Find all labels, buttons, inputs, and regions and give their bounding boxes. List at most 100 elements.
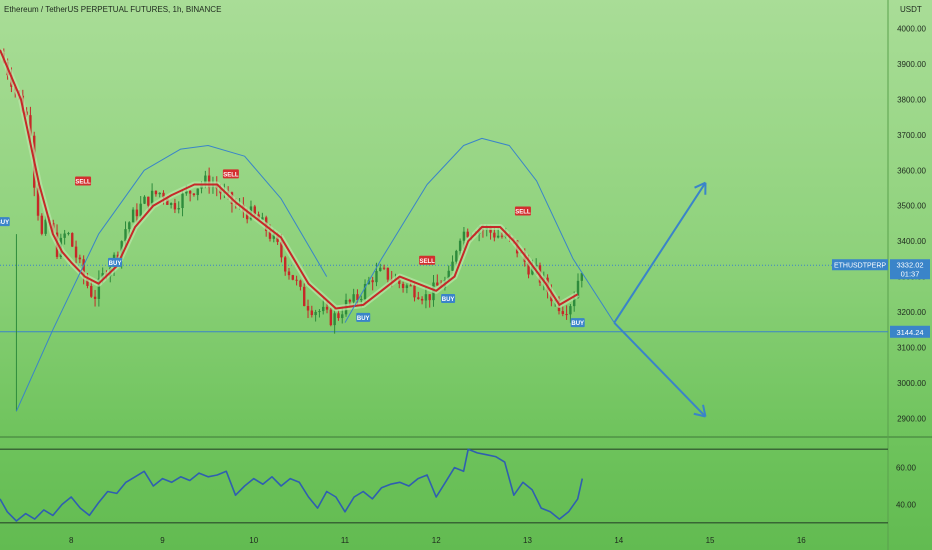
- price-tick-label: 2900.00: [897, 414, 926, 423]
- candle-body: [489, 227, 492, 233]
- candle-body: [322, 306, 325, 312]
- time-tick-label: 10: [249, 536, 258, 545]
- candle-body: [424, 294, 428, 301]
- candle-body: [291, 275, 295, 280]
- candle-body: [527, 261, 530, 275]
- candle-body: [93, 296, 97, 299]
- candle-body: [417, 297, 420, 299]
- signal-text: BUY: [357, 316, 370, 322]
- signal-tag: [441, 294, 456, 304]
- candle-body: [314, 311, 317, 316]
- candle-body: [462, 231, 466, 241]
- candle-body: [325, 306, 329, 310]
- candle-body: [261, 217, 264, 220]
- candle-body: [97, 278, 101, 299]
- time-tick-label: 8: [69, 536, 74, 545]
- time-tick-label: 13: [523, 536, 532, 545]
- candle-body: [405, 285, 409, 289]
- candle-body: [162, 192, 165, 198]
- scenario-arrow-line: [613, 321, 707, 418]
- candle-body: [360, 299, 363, 301]
- rsi-line: [0, 448, 584, 522]
- signal-text: SELL: [75, 179, 91, 185]
- projection-arc: [15, 145, 328, 412]
- price-tick-label: 3900.00: [897, 60, 926, 69]
- candle-body: [561, 311, 564, 315]
- time-tick-label: 9: [160, 536, 165, 545]
- candle-body: [253, 206, 256, 215]
- candle-body: [356, 294, 359, 301]
- candle-body: [466, 231, 469, 238]
- price-tick-label: 3100.00: [897, 343, 926, 352]
- candle-body: [173, 203, 177, 210]
- candle-body: [154, 190, 158, 195]
- candle-body: [318, 311, 321, 313]
- candle-body: [496, 235, 500, 238]
- candle-body: [363, 284, 367, 300]
- signal-text: BUY: [0, 220, 9, 226]
- time-tick-label: 11: [341, 536, 350, 545]
- price-tick-label: 3800.00: [897, 95, 926, 104]
- candle-body: [204, 175, 207, 185]
- candle-body: [150, 190, 154, 206]
- currency-label: USDT: [900, 5, 922, 14]
- candle-body: [401, 283, 405, 289]
- scenario-arrow-head: [693, 412, 706, 418]
- candle-body: [303, 286, 306, 307]
- signal-tag: [75, 176, 92, 186]
- signal-tag: [0, 217, 10, 227]
- candle-body: [177, 208, 180, 210]
- candle-body: [78, 257, 82, 260]
- price-tick-label: 3000.00: [897, 379, 926, 388]
- candle-body: [128, 222, 131, 230]
- candle-body: [371, 280, 374, 283]
- scenario-arrow-line: [613, 182, 707, 324]
- candle-body: [71, 233, 74, 247]
- candle-body: [451, 261, 454, 271]
- candle-body: [348, 299, 352, 302]
- candle-body: [565, 314, 568, 316]
- projection-arc: [344, 137, 615, 323]
- candle-body: [139, 203, 142, 217]
- candle-body: [447, 270, 450, 281]
- time-tick-label: 15: [706, 536, 715, 545]
- candle-body: [386, 267, 390, 280]
- signal-tag: [222, 169, 239, 179]
- candle-body: [367, 280, 371, 285]
- candle-body: [44, 219, 47, 234]
- signal-tag: [419, 255, 436, 265]
- candle-body: [329, 309, 333, 326]
- candle-body: [455, 250, 458, 262]
- candle-body: [379, 267, 382, 271]
- bar-countdown: 01:37: [901, 269, 920, 278]
- signal-tag: [570, 318, 585, 328]
- candle-body: [169, 203, 173, 205]
- rsi-tick-label: 60.00: [896, 464, 917, 473]
- candle-body: [74, 246, 78, 258]
- candle-body: [382, 267, 386, 269]
- candle-body: [272, 233, 275, 239]
- candle-body: [86, 276, 89, 286]
- candle-body: [124, 229, 127, 242]
- candle-body: [295, 279, 298, 281]
- candle-body: [192, 193, 196, 196]
- candle-body: [29, 115, 32, 136]
- candle-body: [40, 215, 44, 234]
- candle-body: [333, 313, 336, 326]
- candle-body: [63, 233, 66, 238]
- candle-body: [409, 285, 412, 287]
- signal-text: SELL: [419, 259, 435, 265]
- price-tick-label: 3700.00: [897, 131, 926, 140]
- signal-tag: [514, 206, 531, 216]
- candle-body: [413, 285, 416, 298]
- candle-body: [196, 188, 199, 196]
- symbol-tag-text: ETHUSDTPERP: [834, 262, 886, 269]
- price-tick-label: 3500.00: [897, 202, 926, 211]
- candle-body: [436, 282, 439, 286]
- price-tick-label: 3200.00: [897, 308, 926, 317]
- candle-body: [158, 192, 161, 195]
- price-tick-label: 3600.00: [897, 166, 926, 175]
- candle-body: [245, 211, 249, 220]
- candle-body: [428, 294, 431, 301]
